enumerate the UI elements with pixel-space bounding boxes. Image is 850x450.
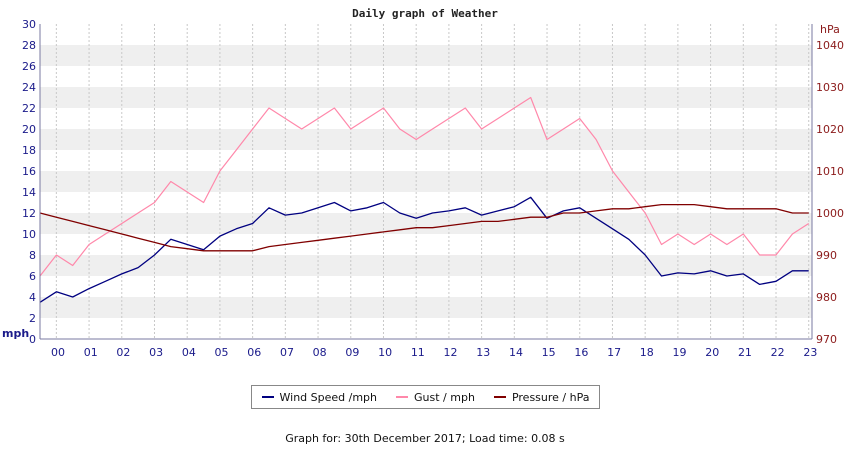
- y-left-tick-label: 4: [29, 291, 36, 304]
- grid-band: [40, 213, 812, 234]
- y-left-tick-label: 2: [29, 312, 36, 325]
- y-left-tick-label: 12: [22, 207, 36, 220]
- y-right-tick-label: 970: [816, 333, 837, 346]
- x-tick-label: 10: [378, 346, 392, 359]
- chart-title: Daily graph of Weather: [352, 7, 498, 20]
- y-right-tick-label: 1000: [816, 207, 844, 220]
- grid-band: [40, 87, 812, 108]
- footer-status: Graph for: 30th December 2017; Load time…: [285, 432, 565, 445]
- legend-swatch-pressure: [493, 396, 506, 398]
- y-right-tick-label: 1010: [816, 165, 844, 178]
- legend-label-gust: Gust / mph: [414, 390, 475, 404]
- y-left-tick-label: 16: [22, 165, 36, 178]
- y-right-tick-label: 1040: [816, 39, 844, 52]
- grid-band: [40, 255, 812, 276]
- series-line-gust: [39, 96, 810, 277]
- y-left-tick-label: 22: [22, 102, 36, 115]
- series-line-wind-speed: [39, 196, 809, 303]
- grid-band: [40, 297, 812, 318]
- x-tick-label: 23: [803, 346, 817, 359]
- grid-band: [40, 171, 812, 192]
- x-tick-label: 19: [673, 346, 687, 359]
- y-left-tick-label: 20: [22, 123, 36, 136]
- legend-item-gust: Gust / mph: [396, 391, 475, 404]
- weather-chart: Daily graph of Weather 02468101214161820…: [2, 7, 844, 359]
- grid-band: [40, 45, 812, 66]
- x-tick-label: 09: [345, 346, 359, 359]
- y-left-tick-label: 8: [29, 249, 36, 262]
- x-tick-label: 11: [411, 346, 425, 359]
- footer-load-label: Load time:: [469, 432, 528, 445]
- legend-swatch-wind: [261, 396, 274, 398]
- x-tick-label: 20: [705, 346, 719, 359]
- legend-item-wind: Wind Speed /mph: [261, 390, 378, 404]
- x-tick-label: 12: [444, 346, 458, 359]
- y-left-tick-label: 24: [22, 81, 36, 94]
- x-tick-label: 07: [280, 346, 294, 359]
- y-left-tick-label: 14: [22, 186, 36, 199]
- legend-label-pressure: Pressure / hPa: [511, 390, 590, 404]
- x-tick-label: 18: [640, 346, 654, 359]
- legend-label-wind: Wind Speed /mph: [279, 390, 378, 404]
- y-left-tick-label: 30: [22, 18, 36, 31]
- x-tick-label: 02: [116, 346, 130, 359]
- x-tick-label: 01: [84, 346, 98, 359]
- y-left-tick-label: 6: [29, 270, 36, 283]
- x-tick-label: 15: [542, 346, 556, 359]
- x-tick-label: 00: [51, 346, 65, 359]
- x-tick-label: 16: [574, 346, 588, 359]
- y-right-tick-label: 980: [816, 291, 837, 304]
- x-tick-label: 06: [247, 346, 261, 359]
- series-line-pressure: [39, 203, 809, 252]
- x-tick-label: 05: [215, 346, 229, 359]
- footer-label: Graph for:: [285, 432, 342, 445]
- left-axis-unit: mph: [2, 327, 29, 340]
- x-tick-label: 17: [607, 346, 621, 359]
- legend-swatch-gust: [396, 396, 409, 398]
- x-tick-label: 22: [771, 346, 785, 359]
- x-tick-label: 21: [738, 346, 752, 359]
- y-left-tick-label: 18: [22, 144, 36, 157]
- x-tick-label: 04: [182, 346, 196, 359]
- x-tick-label: 13: [476, 346, 490, 359]
- chart-legend: Wind Speed /mph Gust / mph Pressure / hP…: [251, 385, 600, 409]
- x-tick-label: 08: [313, 346, 327, 359]
- x-tick-label: 14: [509, 346, 523, 359]
- y-right-tick-label: 1030: [816, 81, 844, 94]
- y-left-tick-label: 28: [22, 39, 36, 52]
- x-tick-label: 03: [149, 346, 163, 359]
- y-left-tick-label: 26: [22, 60, 36, 73]
- y-right-tick-label: 990: [816, 249, 837, 262]
- grid-band: [40, 129, 812, 150]
- right-axis-unit: hPa: [820, 23, 840, 36]
- footer-load-value: 0.08 s: [531, 432, 565, 445]
- y-right-tick-label: 1020: [816, 123, 844, 136]
- y-left-tick-label: 10: [22, 228, 36, 241]
- footer-date: 30th December 2017: [344, 432, 462, 445]
- legend-item-pressure: Pressure / hPa: [493, 390, 590, 404]
- y-left-tick-label: 0: [29, 333, 36, 346]
